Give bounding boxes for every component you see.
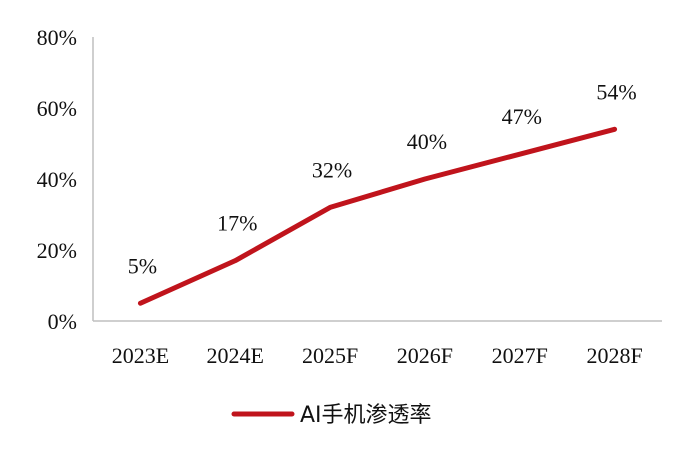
data-label: 47% xyxy=(502,104,542,129)
y-tick-label: 20% xyxy=(37,238,77,263)
x-tick-label: 2023E xyxy=(112,343,169,368)
data-label: 40% xyxy=(407,129,447,154)
data-labels: 5% 17% 32% 40% 47% 54% xyxy=(128,79,637,278)
data-label: 32% xyxy=(312,157,352,182)
y-tick-label: 0% xyxy=(48,309,77,334)
y-tick-label: 60% xyxy=(37,96,77,121)
data-label: 54% xyxy=(596,79,636,104)
data-label: 17% xyxy=(217,211,257,236)
y-axis-ticks: 0% 20% 40% 60% 80% xyxy=(37,25,77,334)
legend-label: AI手机渗透率 xyxy=(300,403,432,428)
y-tick-label: 40% xyxy=(37,167,77,192)
data-label: 5% xyxy=(128,253,157,278)
y-tick-label: 80% xyxy=(37,25,77,50)
x-tick-label: 2028F xyxy=(586,343,642,368)
x-axis-ticks: 2023E 2024E 2025F 2026F 2027F 2028F xyxy=(112,343,643,368)
x-tick-label: 2024E xyxy=(207,343,264,368)
x-tick-label: 2026F xyxy=(397,343,453,368)
x-tick-label: 2027F xyxy=(492,343,548,368)
legend: AI手机渗透率 xyxy=(231,403,432,428)
x-tick-label: 2025F xyxy=(302,343,358,368)
series-line xyxy=(137,126,618,306)
